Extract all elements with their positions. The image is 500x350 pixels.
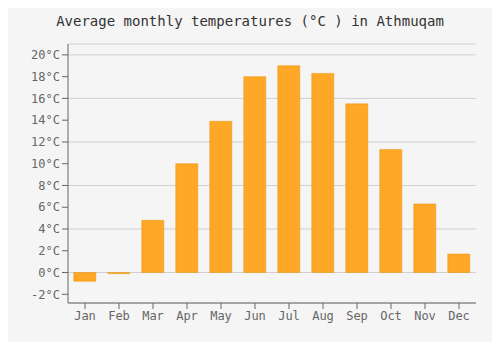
svg-text:0°C: 0°C <box>38 266 60 280</box>
svg-text:Mar: Mar <box>142 309 164 323</box>
html-text:Average monthly temperatures (: Average monthly temperatures (°C ) in At… <box>56 13 444 29</box>
svg-text:Nov: Nov <box>414 309 436 323</box>
svg-text:Aug: Aug <box>312 309 334 323</box>
svg-text:2°C: 2°C <box>38 244 60 258</box>
svg-text:Jun: Jun <box>244 309 266 323</box>
svg-text:4°C: 4°C <box>38 222 60 236</box>
svg-text:May: May <box>210 309 232 323</box>
svg-text:Oct: Oct <box>380 309 402 323</box>
svg-text:6°C: 6°C <box>38 200 60 214</box>
svg-text:8°C: 8°C <box>38 179 60 193</box>
svg-text:Dec: Dec <box>448 309 470 323</box>
svg-text:Apr: Apr <box>176 309 198 323</box>
svg-text:14°C: 14°C <box>31 113 60 127</box>
svg-text:12°C: 12°C <box>31 135 60 149</box>
svg-text:20°C: 20°C <box>31 48 60 62</box>
svg-text:Sep: Sep <box>346 309 368 323</box>
svg-text:Feb: Feb <box>108 309 130 323</box>
svg-text:-2°C: -2°C <box>31 288 60 302</box>
svg-text:Jul: Jul <box>278 309 300 323</box>
svg-text:16°C: 16°C <box>31 92 60 106</box>
svg-text:18°C: 18°C <box>31 70 60 84</box>
svg-text:Jan: Jan <box>74 309 96 323</box>
svg-text:10°C: 10°C <box>31 157 60 171</box>
